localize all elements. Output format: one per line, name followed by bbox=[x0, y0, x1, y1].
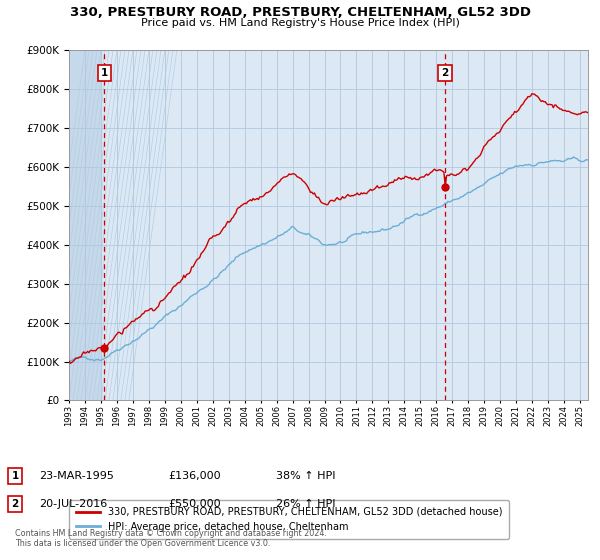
Text: 2: 2 bbox=[11, 499, 19, 509]
Text: 1: 1 bbox=[11, 471, 19, 481]
Text: This data is licensed under the Open Government Licence v3.0.: This data is licensed under the Open Gov… bbox=[15, 539, 271, 548]
Text: £136,000: £136,000 bbox=[168, 471, 221, 481]
Text: Contains HM Land Registry data © Crown copyright and database right 2024.: Contains HM Land Registry data © Crown c… bbox=[15, 529, 327, 538]
Text: 38% ↑ HPI: 38% ↑ HPI bbox=[276, 471, 335, 481]
Legend: 330, PRESTBURY ROAD, PRESTBURY, CHELTENHAM, GL52 3DD (detached house), HPI: Aver: 330, PRESTBURY ROAD, PRESTBURY, CHELTENH… bbox=[69, 500, 509, 539]
Text: 2: 2 bbox=[442, 68, 449, 78]
Text: 330, PRESTBURY ROAD, PRESTBURY, CHELTENHAM, GL52 3DD: 330, PRESTBURY ROAD, PRESTBURY, CHELTENH… bbox=[70, 6, 530, 18]
Text: £550,000: £550,000 bbox=[168, 499, 221, 509]
Text: 20-JUL-2016: 20-JUL-2016 bbox=[39, 499, 107, 509]
Text: Price paid vs. HM Land Registry's House Price Index (HPI): Price paid vs. HM Land Registry's House … bbox=[140, 18, 460, 28]
Text: 23-MAR-1995: 23-MAR-1995 bbox=[39, 471, 114, 481]
Polygon shape bbox=[69, 50, 101, 400]
Text: 26% ↑ HPI: 26% ↑ HPI bbox=[276, 499, 335, 509]
Text: 1: 1 bbox=[101, 68, 108, 78]
